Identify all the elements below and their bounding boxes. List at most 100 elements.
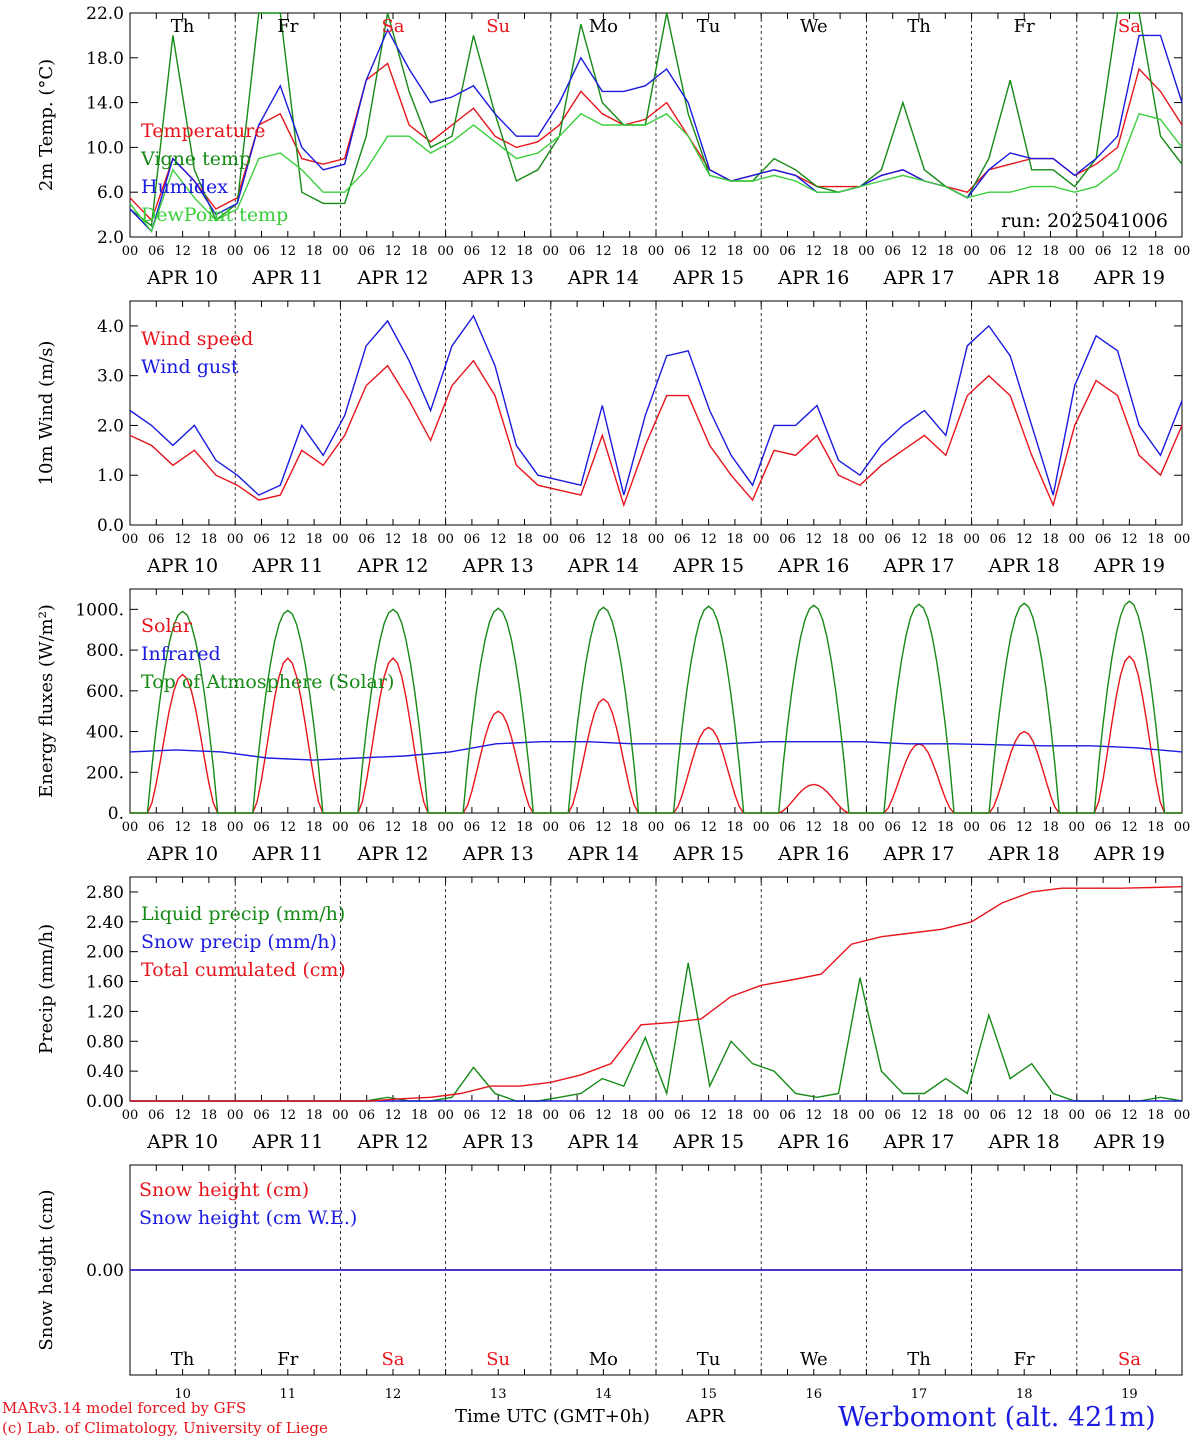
x-tick-label: 06 xyxy=(148,820,165,835)
date-label: APR 16 xyxy=(777,1131,849,1153)
x-tick-label: 06 xyxy=(779,244,796,259)
x-tick-label: 18 xyxy=(1042,1108,1059,1123)
x-tick-label: 18 xyxy=(832,532,849,547)
date-label: APR 10 xyxy=(146,555,218,577)
legend-entry: Liquid precip (mm/h) xyxy=(141,903,345,925)
x-tick-label: 18 xyxy=(1147,244,1164,259)
x-tick-label: 12 xyxy=(280,532,297,547)
x-tick-label: 00 xyxy=(332,820,349,835)
x-tick-label: 18 xyxy=(1147,532,1164,547)
x-tick-label: 00 xyxy=(437,244,454,259)
legend-entry: DewPoint temp xyxy=(141,204,288,226)
x-tick-label: 12 xyxy=(700,532,717,547)
x-tick-label: 12 xyxy=(595,244,612,259)
day-name-top: Th xyxy=(907,16,931,37)
legend-entry: Wind speed xyxy=(141,328,253,350)
date-label: APR 15 xyxy=(672,555,744,577)
x-tick-label: 18 xyxy=(1042,820,1059,835)
x-tick-label: 06 xyxy=(358,532,375,547)
x-tick-label: 18 xyxy=(201,244,218,259)
day-name-top: Mo xyxy=(589,16,618,37)
y-tick-label: 2.0 xyxy=(97,228,124,248)
x-tick-label: 00 xyxy=(1069,244,1086,259)
date-label: APR 17 xyxy=(882,267,954,289)
x-tick-label: 06 xyxy=(148,244,165,259)
x-tick-label: 00 xyxy=(963,820,980,835)
date-label: APR 10 xyxy=(146,267,218,289)
x-tick-label: 18 xyxy=(727,244,744,259)
date-label: APR 16 xyxy=(777,843,849,865)
date-label: APR 15 xyxy=(672,1131,744,1153)
day-number: 14 xyxy=(595,1387,612,1402)
x-tick-label: 00 xyxy=(437,1108,454,1123)
date-label: APR 12 xyxy=(356,843,428,865)
y-tick-label: 0. xyxy=(108,804,124,824)
footer-lab: (c) Lab. of Climatology, University of L… xyxy=(2,1419,328,1437)
x-tick-label: 12 xyxy=(1121,244,1138,259)
x-tick-label: 06 xyxy=(674,1108,691,1123)
date-label: APR 17 xyxy=(882,555,954,577)
x-tick-label: 12 xyxy=(595,1108,612,1123)
x-tick-label: 18 xyxy=(411,532,428,547)
day-number: 13 xyxy=(490,1387,507,1402)
x-tick-label: 18 xyxy=(201,532,218,547)
x-tick-label: 00 xyxy=(858,532,875,547)
x-tick-label: 06 xyxy=(674,532,691,547)
series-line-dewpoint-temp xyxy=(129,112,1183,233)
day-name-bottom: Su xyxy=(486,1349,510,1370)
y-tick-label: 22.0 xyxy=(86,4,124,24)
legend-entry: Infrared xyxy=(141,643,221,665)
series-line-total-cumulated-cm- xyxy=(130,886,1183,1102)
x-tick-label: 06 xyxy=(464,820,481,835)
x-tick-label: 00 xyxy=(543,532,560,547)
x-tick-label: 18 xyxy=(727,1108,744,1123)
series-line-wind-gust xyxy=(129,314,1183,496)
x-tick-label: 18 xyxy=(306,244,323,259)
x-tick-label: 12 xyxy=(806,1108,823,1123)
x-tick-label: 00 xyxy=(332,244,349,259)
x-tick-label: 06 xyxy=(674,820,691,835)
x-tick-label: 00 xyxy=(753,1108,770,1123)
date-label: APR 18 xyxy=(988,267,1060,289)
x-tick-label: 18 xyxy=(832,244,849,259)
y-tick-label: 0.00 xyxy=(86,1261,124,1281)
footer-model: MARv3.14 model forced by GFS xyxy=(2,1399,247,1417)
x-tick-label: 06 xyxy=(569,532,586,547)
x-tick-label: 06 xyxy=(253,244,270,259)
x-tick-label: 06 xyxy=(569,820,586,835)
x-tick-label: 18 xyxy=(621,532,638,547)
x-tick-label: 18 xyxy=(937,532,954,547)
date-label: APR 11 xyxy=(251,843,323,865)
date-label: APR 17 xyxy=(882,1131,954,1153)
x-tick-label: 12 xyxy=(806,532,823,547)
y-tick-label: 0.40 xyxy=(86,1062,124,1082)
day-name-top: Th xyxy=(171,16,195,37)
x-tick-label: 18 xyxy=(1042,532,1059,547)
day-number: 18 xyxy=(1016,1387,1033,1402)
x-tick-label: 18 xyxy=(306,820,323,835)
day-name-bottom: Mo xyxy=(589,1349,618,1370)
x-tick-label: 12 xyxy=(595,532,612,547)
y-tick-label: 2.40 xyxy=(86,913,124,933)
x-tick-label: 12 xyxy=(1016,1108,1033,1123)
x-tick-label: 12 xyxy=(700,820,717,835)
day-name-top: Sa xyxy=(381,16,404,37)
x-tick-label: 12 xyxy=(490,532,507,547)
x-tick-label: 00 xyxy=(858,820,875,835)
x-tick-label: 12 xyxy=(385,532,402,547)
x-tick-label: 00 xyxy=(1174,1108,1191,1123)
date-label: APR 13 xyxy=(462,267,534,289)
x-tick-label: 12 xyxy=(1121,1108,1138,1123)
legend-entry: Total cumulated (cm) xyxy=(141,959,346,981)
series-line-temperature xyxy=(129,62,1183,222)
x-tick-label: 06 xyxy=(779,1108,796,1123)
date-label: APR 12 xyxy=(356,1131,428,1153)
x-tick-label: 00 xyxy=(543,1108,560,1123)
x-tick-label: 06 xyxy=(884,532,901,547)
date-label: APR 10 xyxy=(146,843,218,865)
x-tick-label: 00 xyxy=(648,532,665,547)
date-label: APR 15 xyxy=(672,267,744,289)
x-tick-label: 12 xyxy=(174,1108,191,1123)
x-tick-label: 06 xyxy=(148,1108,165,1123)
x-tick-label: 06 xyxy=(464,1108,481,1123)
